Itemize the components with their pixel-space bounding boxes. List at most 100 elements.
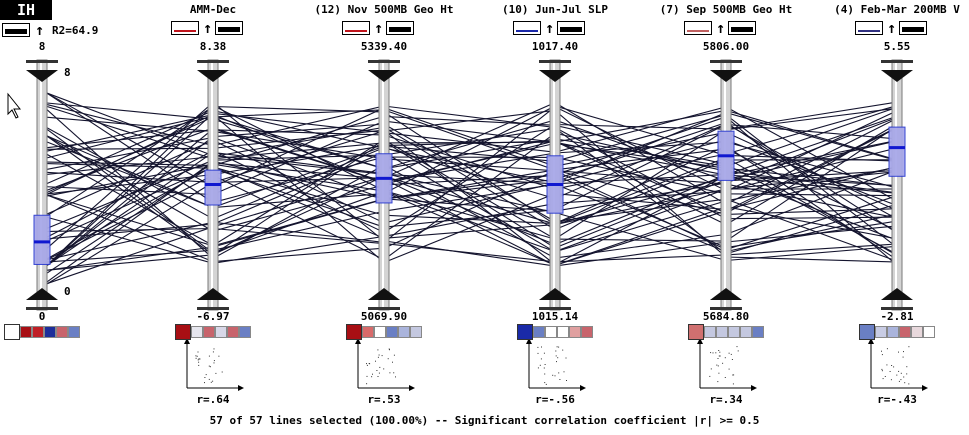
color-chip[interactable]: [569, 326, 581, 338]
color-chip[interactable]: [704, 326, 716, 338]
color-scale-chips[interactable]: [175, 324, 251, 340]
color-swatch[interactable]: [215, 21, 243, 35]
scatter-arrow-icon: [355, 338, 361, 344]
color-chip[interactable]: [175, 324, 191, 340]
scatter-point: [381, 355, 383, 357]
color-chip[interactable]: [533, 326, 545, 338]
scatter-arrow-icon: [922, 385, 928, 391]
scatter-point: [213, 362, 215, 364]
scatter-point: [730, 353, 732, 355]
color-scale-chips[interactable]: [4, 324, 80, 340]
sort-arrow-icon[interactable]: ↑: [716, 19, 726, 37]
sort-arrow-icon[interactable]: ↑: [887, 19, 897, 37]
color-scale-chips[interactable]: [859, 324, 935, 340]
axis-top-cap: [26, 60, 58, 63]
color-chip[interactable]: [398, 326, 410, 338]
scatter-point: [886, 364, 888, 366]
color-scale-chips[interactable]: [517, 324, 593, 340]
color-chip[interactable]: [56, 326, 68, 338]
color-chip[interactable]: [728, 326, 740, 338]
scatter-point: [389, 349, 390, 351]
color-chip[interactable]: [386, 326, 398, 338]
scatter-point: [732, 383, 734, 385]
color-swatch[interactable]: [171, 21, 199, 35]
scatter-point: [889, 371, 891, 372]
distribution-box: [204, 169, 222, 206]
axis-title[interactable]: (12) Nov 500MB Geo Ht: [314, 3, 454, 16]
scatter-point: [563, 371, 565, 373]
color-swatch[interactable]: [855, 21, 883, 35]
color-chip[interactable]: [875, 326, 887, 338]
profile-line: [41, 132, 898, 263]
scatter-point: [565, 357, 567, 359]
color-chip[interactable]: [581, 326, 593, 338]
scatter-point: [366, 363, 367, 365]
color-swatch[interactable]: [684, 21, 712, 35]
correlation-value: r=-.56: [535, 393, 575, 406]
color-swatch[interactable]: [899, 21, 927, 35]
color-chip[interactable]: [557, 326, 569, 338]
profile-line: [41, 165, 897, 263]
scatter-point: [195, 357, 197, 359]
color-chip[interactable]: [517, 324, 533, 340]
scatter-point: [215, 372, 217, 374]
scatter-point: [371, 376, 373, 378]
sort-arrow-icon[interactable]: ↑: [203, 19, 213, 37]
axis-title[interactable]: (4) Feb-Mar 200MB V: [834, 3, 960, 16]
profile-line: [41, 148, 898, 272]
axis-bottom-cap: [197, 307, 229, 310]
color-chip[interactable]: [20, 326, 32, 338]
color-chip[interactable]: [859, 324, 875, 340]
sort-arrow-icon[interactable]: ↑: [374, 19, 384, 37]
scatter-point: [908, 346, 910, 348]
color-chip[interactable]: [44, 326, 56, 338]
axis-bottom-cap: [26, 307, 58, 310]
scatter-point: [537, 346, 539, 348]
color-chip[interactable]: [716, 326, 728, 338]
color-chip[interactable]: [346, 324, 362, 340]
target-swatch[interactable]: [2, 23, 30, 37]
color-chip[interactable]: [68, 326, 80, 338]
color-swatch[interactable]: [342, 21, 370, 35]
color-chip[interactable]: [374, 326, 386, 338]
color-chip[interactable]: [545, 326, 557, 338]
target-variable-label[interactable]: IH: [0, 0, 52, 20]
color-chip[interactable]: [362, 326, 374, 338]
color-chip[interactable]: [899, 326, 911, 338]
color-chip[interactable]: [203, 326, 215, 338]
color-swatch[interactable]: [386, 21, 414, 35]
scatter-point: [898, 380, 900, 382]
axis-title[interactable]: (7) Sep 500MB Geo Ht: [659, 3, 793, 16]
color-scale-chips[interactable]: [688, 324, 764, 340]
color-chip[interactable]: [887, 326, 899, 338]
scatter-point: [204, 377, 206, 378]
scatter-point: [906, 373, 908, 375]
scatter-point: [717, 381, 719, 383]
color-chip[interactable]: [923, 326, 935, 338]
r2-readout: R2=64.9: [52, 24, 99, 37]
color-chip[interactable]: [215, 326, 227, 338]
color-chip[interactable]: [688, 324, 704, 340]
color-chip[interactable]: [4, 324, 20, 340]
color-chip[interactable]: [911, 326, 923, 338]
color-chip[interactable]: [752, 326, 764, 338]
color-chip[interactable]: [239, 326, 251, 338]
color-swatch[interactable]: [557, 21, 585, 35]
sort-arrow-icon[interactable]: ↑: [35, 21, 45, 39]
profile-line: [41, 127, 898, 193]
color-swatch[interactable]: [728, 21, 756, 35]
color-scale-chips[interactable]: [346, 324, 422, 340]
scatter-point: [198, 364, 200, 366]
selection-status: 57 of 57 lines selected (100.00%) -- Sig…: [209, 414, 760, 427]
axis-bottom-cap: [539, 307, 571, 310]
color-swatch[interactable]: [513, 21, 541, 35]
axis-title[interactable]: AMM-Dec: [189, 3, 237, 16]
axis-bottom-cap: [881, 307, 913, 310]
sort-arrow-icon[interactable]: ↑: [545, 19, 555, 37]
color-chip[interactable]: [740, 326, 752, 338]
color-chip[interactable]: [410, 326, 422, 338]
color-chip[interactable]: [191, 326, 203, 338]
axis-title[interactable]: (10) Jun-Jul SLP: [502, 3, 608, 16]
color-chip[interactable]: [227, 326, 239, 338]
color-chip[interactable]: [32, 326, 44, 338]
